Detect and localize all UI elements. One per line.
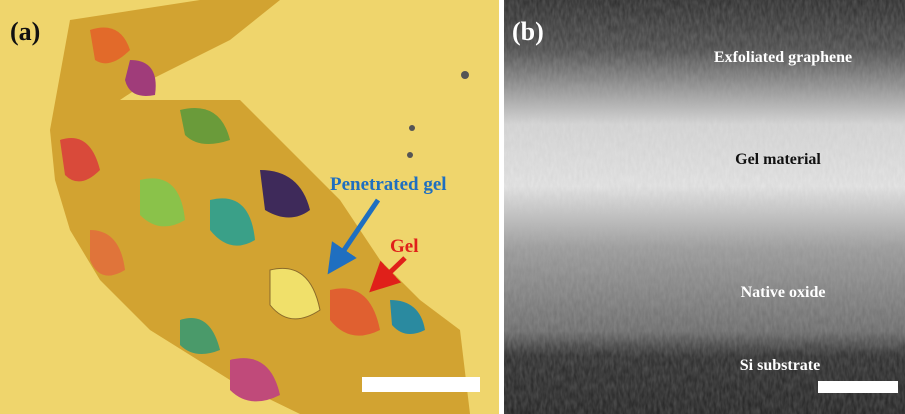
panel-label: (b) <box>512 17 544 46</box>
panel-a: (a) Penetrated gel Gel <box>0 0 499 414</box>
annotation: Gel material <box>735 151 821 168</box>
panel-b: (b) Exfoliated graphene Gel material Nat… <box>504 0 905 414</box>
panel-label: (a) <box>10 17 40 46</box>
annotation: Si substrate <box>740 357 820 374</box>
annotation: Exfoliated graphene <box>714 49 852 66</box>
annotation: Gel <box>390 236 419 257</box>
annotation: Penetrated gel <box>330 174 447 195</box>
annotation: Native oxide <box>741 284 826 301</box>
figure: (a) Penetrated gel Gel (b) Exfoliated gr… <box>0 0 905 414</box>
scale-bar <box>818 381 898 393</box>
scale-bar <box>362 377 480 392</box>
